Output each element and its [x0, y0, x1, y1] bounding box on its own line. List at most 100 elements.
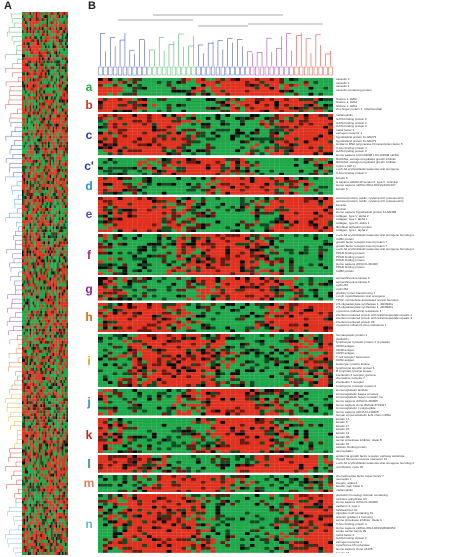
overview-cell: [58, 244, 61, 248]
overview-cell: [61, 217, 64, 221]
overview-cell: [49, 280, 52, 284]
overview-cell: [31, 208, 33, 212]
overview-cell: [26, 165, 29, 169]
overview-cell: [58, 250, 61, 254]
overview-cell: [25, 177, 27, 181]
overview-cell: [45, 229, 47, 233]
overview-cell: [57, 57, 59, 61]
overview-cell: [64, 60, 67, 64]
overview-cell: [28, 147, 30, 151]
overview-cell: [23, 413, 26, 417]
overview-cell: [45, 352, 47, 356]
overview-cell: [35, 42, 38, 46]
overview-cell: [63, 334, 65, 338]
overview-cell: [25, 180, 27, 184]
overview-cell: [25, 183, 27, 188]
overview-cell: [64, 135, 67, 139]
overview-cell: [22, 205, 24, 209]
overview-cell: [51, 316, 53, 320]
overview-cell: [54, 183, 56, 188]
overview-cell: [58, 253, 61, 257]
overview-cell: [66, 410, 68, 414]
overview-cell: [48, 301, 50, 305]
overview-cell: [32, 42, 35, 46]
overview-cell: [31, 283, 33, 287]
overview-cell: [37, 425, 39, 429]
overview-cell: [48, 87, 50, 91]
overview-cell: [45, 434, 47, 438]
overview-cell: [34, 253, 36, 257]
overview-cell: [63, 380, 65, 384]
overview-cell: [35, 45, 38, 49]
overview-cell: [29, 383, 32, 387]
overview-cell: [51, 473, 53, 477]
overview-cell: [49, 482, 52, 486]
overview-cell: [37, 165, 39, 169]
overview-cell: [23, 244, 26, 248]
overview-cell: [35, 183, 38, 188]
overview-cell: [34, 60, 36, 64]
overview-cell: [57, 217, 59, 221]
overview-cell: [29, 389, 32, 393]
overview-cell: [48, 102, 50, 106]
overview-cell: [32, 144, 35, 148]
overview-cell: [22, 156, 24, 160]
overview-cell: [28, 265, 30, 269]
overview-cell: [54, 12, 56, 16]
overview-cell: [31, 81, 33, 85]
overview-cell: [22, 298, 24, 302]
overview-cell: [66, 93, 68, 97]
overview-cell: [51, 208, 53, 212]
overview-cell: [55, 410, 58, 414]
overview-cell: [51, 45, 53, 49]
overview-cell: [63, 90, 65, 94]
overview-cell: [60, 229, 62, 233]
overview-cell: [43, 422, 46, 426]
overview-cell: [66, 51, 68, 55]
overview-cell: [29, 153, 32, 157]
overview-cell: [51, 21, 53, 25]
overview-cell: [60, 81, 62, 85]
overview-cell: [54, 39, 56, 43]
overview-cell: [34, 389, 36, 393]
overview-cell: [40, 440, 42, 444]
overview-cell: [28, 84, 30, 88]
overview-cell: [60, 364, 62, 369]
overview-cell: [54, 386, 56, 390]
overview-cell: [26, 153, 29, 157]
overview-cell: [60, 292, 62, 296]
overview-cell: [32, 298, 35, 302]
overview-cell: [29, 126, 32, 130]
overview-cell: [46, 476, 49, 480]
overview-cell: [34, 325, 36, 329]
overview-cell: [31, 316, 33, 320]
overview-cell: [31, 467, 33, 471]
overview-cell: [25, 90, 27, 94]
overview-cell: [54, 349, 56, 353]
overview-cell: [49, 21, 52, 25]
overview-cell: [54, 434, 56, 438]
overview-cell: [46, 60, 49, 64]
overview-cell: [41, 114, 44, 118]
overview-cell: [54, 398, 56, 402]
overview-cell: [38, 220, 41, 224]
overview-cell: [48, 208, 50, 212]
overview-cell: [57, 416, 59, 420]
overview-cell: [52, 30, 55, 34]
overview-cell: [25, 434, 27, 438]
overview-cell: [61, 389, 64, 393]
overview-cell: [54, 295, 56, 299]
overview-cell: [64, 482, 67, 486]
overview-cell: [38, 452, 41, 456]
overview-cell: [23, 268, 26, 272]
overview-cell: [54, 286, 56, 290]
overview-cell: [35, 389, 38, 393]
overview-cell: [55, 358, 58, 362]
overview-cell: [25, 75, 27, 79]
overview-cell: [54, 69, 56, 73]
overview-cell: [60, 434, 62, 438]
overview-cell: [57, 78, 59, 82]
overview-cell: [51, 75, 53, 79]
overview-cell: [51, 256, 53, 260]
overview-cell: [66, 419, 68, 423]
